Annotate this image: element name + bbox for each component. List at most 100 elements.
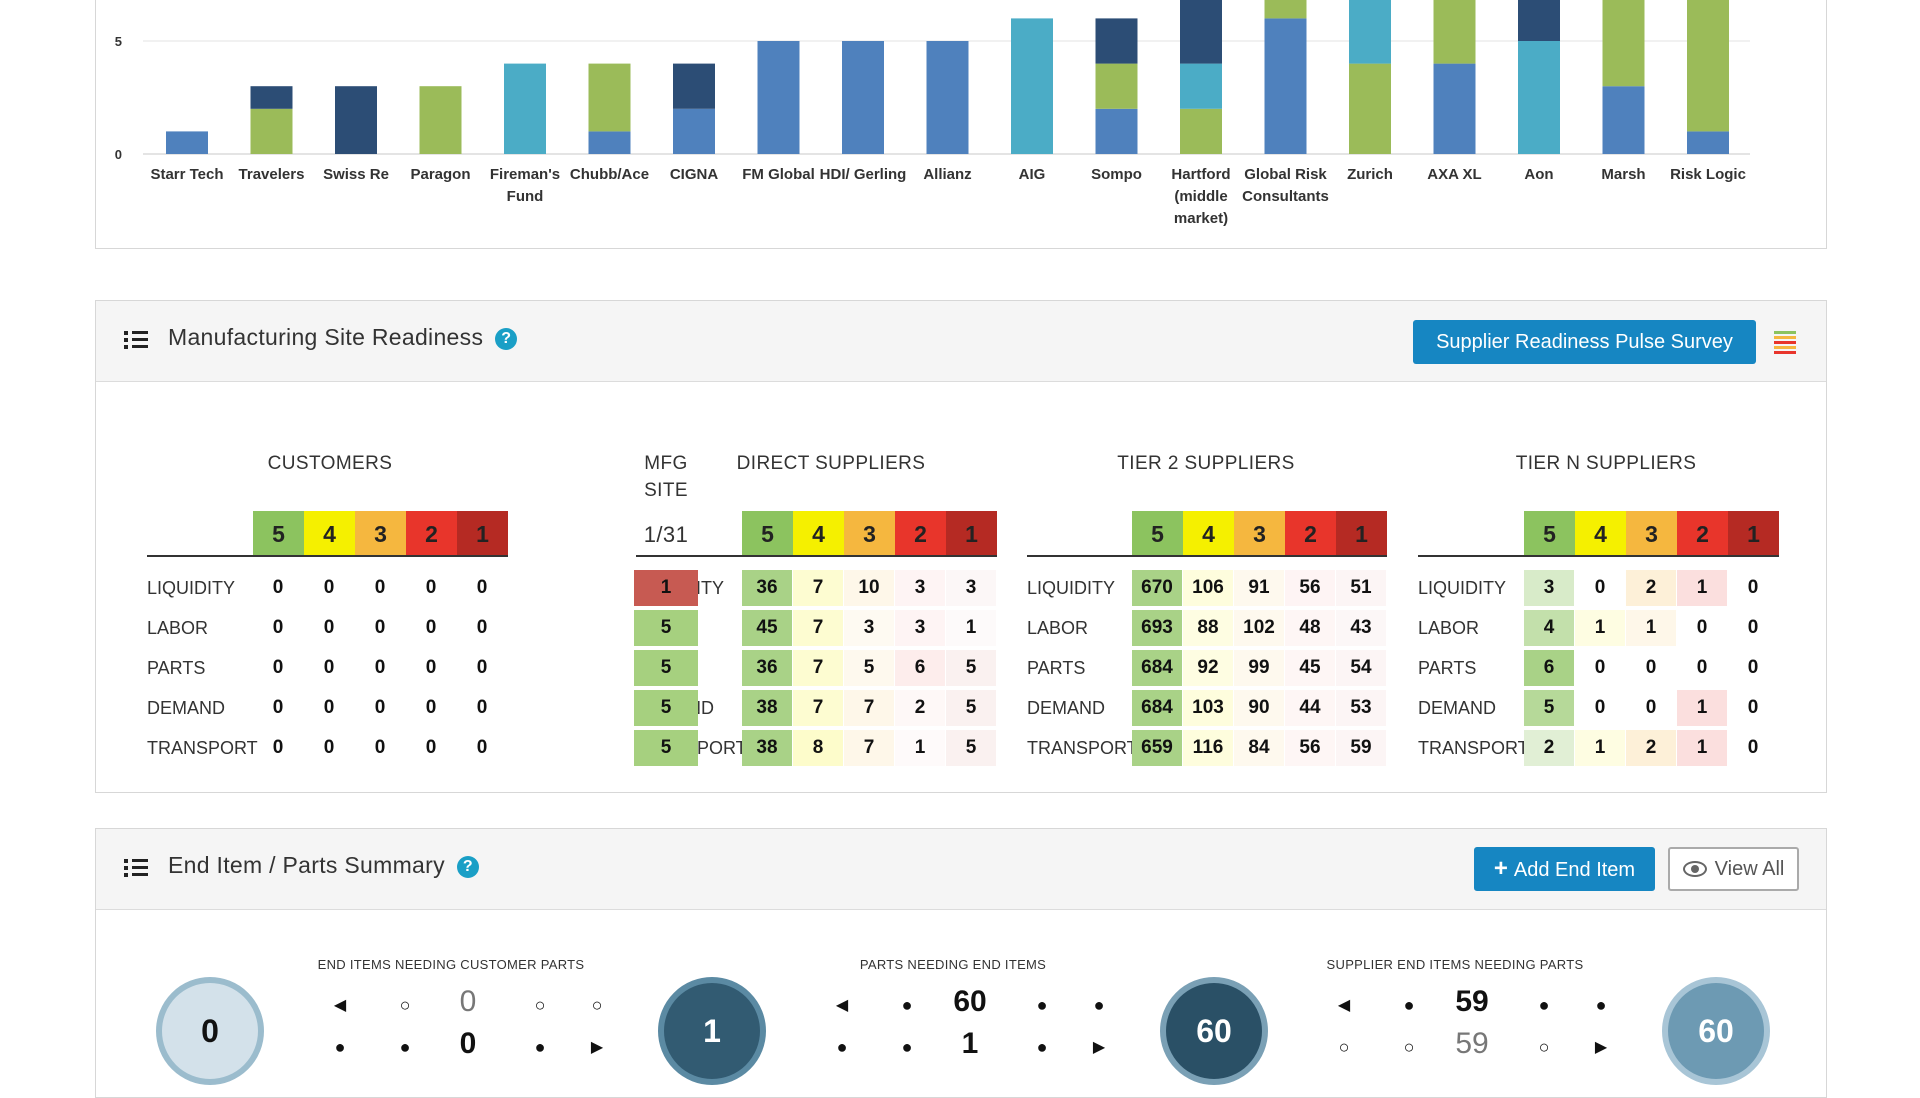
scale-1-header: 1 <box>457 511 508 555</box>
tiern-cell: 0 <box>1747 657 1759 678</box>
customers-cell: 0 <box>374 657 386 678</box>
tier2-cell: 659 <box>1132 730 1182 766</box>
prev-arrow-icon[interactable]: ◀ <box>333 997 347 1014</box>
y-tick-label: 5 <box>115 34 122 49</box>
row-label-demand: DEMAND <box>1418 698 1497 718</box>
x-tick-label: AIG <box>1019 166 1046 183</box>
customers-cell: 0 <box>374 697 386 718</box>
tier2-cell: 693 <box>1132 610 1182 646</box>
mfg-site-cell: 5 <box>634 650 698 686</box>
page-dot-icon[interactable]: ● <box>334 1037 346 1057</box>
page-dot-icon[interactable]: ● <box>836 1037 848 1057</box>
direct-cell: 7 <box>793 570 843 606</box>
help-icon[interactable]: ? <box>495 328 518 350</box>
bar-segment <box>842 41 884 154</box>
page-dot-icon[interactable]: ● <box>1036 995 1048 1015</box>
page-dot-icon[interactable]: ● <box>1538 995 1550 1015</box>
tiern-cell: 1 <box>1677 690 1727 726</box>
bar-segment <box>757 41 800 154</box>
bar-segment <box>1264 18 1307 155</box>
tiern-cell: 2 <box>1626 570 1676 606</box>
page-value-bottom: 1 <box>961 1027 979 1060</box>
page-dot-icon[interactable]: ● <box>1093 995 1105 1015</box>
direct-cell: 7 <box>844 730 894 766</box>
panel-title: Manufacturing Site Readiness? <box>168 324 518 351</box>
tier2-cell: 56 <box>1285 570 1335 606</box>
view-all-button[interactable]: View All <box>1668 847 1799 891</box>
bar-segment <box>250 108 293 154</box>
direct-cell: 1 <box>895 730 945 766</box>
supplier-readiness-pulse-survey-button[interactable]: Supplier Readiness Pulse Survey <box>1413 320 1756 364</box>
help-icon[interactable]: ? <box>456 856 479 878</box>
next-arrow-icon[interactable]: ▶ <box>590 1039 604 1056</box>
prev-arrow-icon[interactable]: ◀ <box>1337 997 1351 1014</box>
direct-cell: 36 <box>742 570 792 606</box>
x-tick-label: Sompo <box>1091 166 1142 183</box>
bar-segment <box>504 63 546 154</box>
page-dot-icon[interactable]: ● <box>534 1037 546 1057</box>
tier2-cell: 684 <box>1132 650 1182 686</box>
page-dot-icon[interactable]: ○ <box>1538 1037 1550 1057</box>
page-dot-icon[interactable]: ● <box>399 1037 411 1057</box>
count-circle[interactable]: 60 <box>1160 977 1268 1085</box>
next-arrow-icon[interactable]: ▶ <box>1594 1039 1608 1056</box>
mfg-site-title-line2: SITE <box>644 480 688 501</box>
page-dot-icon[interactable]: ○ <box>1338 1037 1350 1057</box>
tiern-cell: 6 <box>1524 650 1574 686</box>
add-end-item-button[interactable]: + Add End Item <box>1474 847 1655 891</box>
tiern-cell: 1 <box>1626 610 1676 646</box>
page-dot-icon[interactable]: ○ <box>534 995 546 1015</box>
page-dot-icon[interactable]: ● <box>1595 995 1607 1015</box>
bar-segment <box>673 108 715 154</box>
manufacturing-site-readiness-panel: Manufacturing Site Readiness? Supplier R… <box>95 300 1827 793</box>
page-dot-icon[interactable]: ● <box>1036 1037 1048 1057</box>
scale-3-header: 3 <box>355 511 406 555</box>
bar-segment <box>419 86 462 154</box>
tiern-title: TIER N SUPPLIERS <box>1515 453 1697 474</box>
plus-icon: + <box>1493 855 1508 882</box>
scale-1-header: 1 <box>946 511 997 555</box>
tiern-cell: 3 <box>1524 570 1574 606</box>
stacked-scale-icon[interactable] <box>1774 331 1796 354</box>
summary-label: PARTS NEEDING END ITEMS <box>859 957 1047 972</box>
page-dot-icon[interactable]: ● <box>901 995 913 1015</box>
direct-cell: 1 <box>946 610 996 646</box>
page-dot-icon[interactable]: ○ <box>1403 1037 1415 1057</box>
tiern-cell: 0 <box>1747 577 1759 598</box>
customers-cell: 0 <box>272 737 284 758</box>
tiern-cell: 0 <box>1645 697 1657 718</box>
bar-segment <box>1095 63 1138 109</box>
tiern-cell: 4 <box>1524 610 1574 646</box>
page-value-top: 60 <box>953 985 987 1018</box>
x-tick-label: Marsh <box>1601 166 1645 183</box>
row-label-transport: TRANSPORT <box>147 738 258 758</box>
direct-cell: 36 <box>742 650 792 686</box>
bar-segment <box>1602 86 1645 154</box>
page-dot-icon[interactable]: ○ <box>591 995 603 1015</box>
prev-arrow-icon[interactable]: ◀ <box>835 997 849 1014</box>
direct-cell: 5 <box>946 690 996 726</box>
next-arrow-icon[interactable]: ▶ <box>1092 1039 1106 1056</box>
count-circle[interactable]: 0 <box>156 977 264 1085</box>
mfg-site-title-line1: MFG <box>644 453 688 474</box>
scale-3-header: 3 <box>1234 511 1285 555</box>
bar-segment <box>1349 0 1391 64</box>
tier2-cell: 56 <box>1285 730 1335 766</box>
page-dot-icon[interactable]: ● <box>1403 995 1415 1015</box>
x-tick-label: AXA XL <box>1427 166 1481 183</box>
bar-segment <box>250 86 293 109</box>
row-label-liquidity: LIQUIDITY <box>147 578 236 598</box>
count-circle[interactable]: 1 <box>658 977 766 1085</box>
scale-4-header: 4 <box>1183 511 1234 555</box>
x-tick-label: HDI/ Gerling <box>820 166 907 183</box>
count-circle[interactable]: 60 <box>1662 977 1770 1085</box>
page-dot-icon[interactable]: ○ <box>399 995 411 1015</box>
row-label-liquidity: LIQUIDITY <box>1418 578 1507 598</box>
x-tick-label: Paragon <box>410 166 470 183</box>
direct-cell: 3 <box>895 570 945 606</box>
customers-cell: 0 <box>425 737 437 758</box>
customers-cell: 0 <box>323 577 335 598</box>
mfg-site-count: 1/31 <box>643 522 689 547</box>
customers-cell: 0 <box>425 697 437 718</box>
page-dot-icon[interactable]: ● <box>901 1037 913 1057</box>
